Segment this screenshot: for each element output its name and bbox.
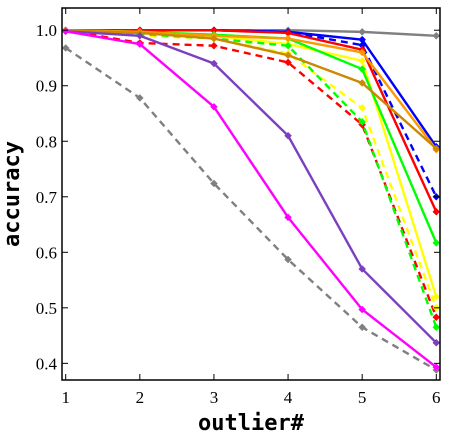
y-tick-label: 0.4	[36, 354, 58, 373]
data-point	[432, 313, 441, 322]
series-line	[65, 30, 438, 369]
data-point	[210, 34, 218, 43]
series-9	[61, 26, 441, 332]
x-tick-label: 2	[136, 388, 145, 407]
data-point	[135, 40, 144, 48]
data-point	[358, 323, 367, 332]
series-line	[65, 29, 438, 213]
series-12	[61, 27, 441, 347]
data-point	[358, 104, 367, 112]
data-point	[358, 56, 367, 65]
data-point	[432, 363, 441, 372]
data-point	[432, 207, 441, 216]
y-axis-label: accuracy	[0, 141, 25, 247]
data-point	[284, 58, 292, 67]
series-line	[65, 29, 438, 150]
x-tick-label: 6	[432, 388, 441, 407]
data-point	[210, 41, 218, 50]
y-tick-label: 0.7	[36, 188, 58, 207]
y-tick-label: 0.6	[36, 243, 57, 262]
x-axis-label: outlier#	[198, 411, 305, 436]
data-point	[284, 41, 292, 50]
series-1	[61, 44, 441, 374]
data-point	[358, 79, 367, 87]
data-point	[432, 144, 441, 153]
y-tick-label: 0.9	[36, 77, 57, 96]
series-3	[61, 26, 441, 201]
chart-marks	[61, 26, 441, 374]
x-tick-label: 1	[61, 388, 70, 407]
data-point	[432, 239, 441, 247]
data-point	[61, 44, 70, 52]
plot-frame	[61, 7, 441, 381]
data-point	[284, 51, 292, 60]
data-point	[358, 48, 367, 57]
data-point	[284, 255, 292, 264]
data-point	[358, 305, 367, 314]
x-tick-label: 5	[358, 388, 367, 407]
data-point	[358, 28, 367, 36]
data-point	[432, 338, 441, 347]
axis-ticks: 1 2 3 4 5 6 0.4 0.5 0.6 0.7 0.8 0.9 1.0	[36, 8, 441, 407]
x-tick-label: 4	[284, 388, 293, 407]
data-point	[432, 292, 441, 301]
data-point	[358, 65, 367, 73]
data-point	[284, 34, 292, 43]
data-point	[210, 179, 218, 188]
data-point	[358, 265, 367, 273]
data-point	[432, 31, 441, 40]
series-line	[65, 29, 438, 309]
data-point	[210, 102, 218, 111]
series-line	[65, 29, 438, 244]
y-tick-label: 1.0	[36, 21, 57, 40]
y-tick-label: 0.5	[36, 299, 57, 318]
data-point	[284, 131, 292, 140]
series-line	[65, 30, 438, 344]
data-point	[284, 213, 292, 222]
data-point	[135, 94, 144, 102]
data-point	[210, 59, 218, 68]
data-point	[135, 31, 144, 40]
x-tick-label: 3	[210, 388, 219, 407]
series-line	[65, 46, 437, 372]
data-point	[358, 117, 367, 126]
data-point	[432, 323, 441, 332]
y-tick-label: 0.8	[36, 132, 57, 151]
series-8	[61, 26, 441, 247]
